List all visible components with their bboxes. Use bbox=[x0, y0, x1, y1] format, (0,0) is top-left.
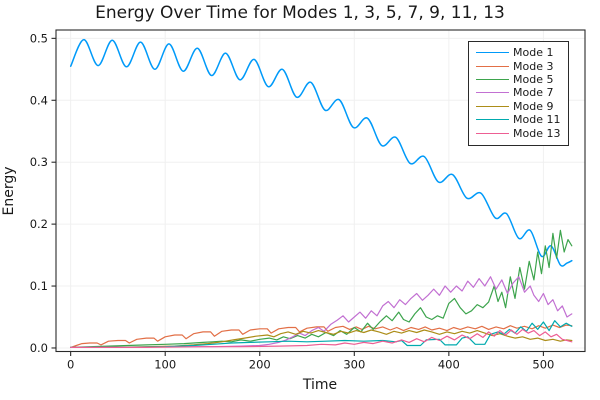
legend-entry-mode-7: Mode 7 bbox=[469, 86, 568, 99]
legend-line-swatch bbox=[476, 52, 509, 54]
legend-entry-mode-5: Mode 5 bbox=[469, 73, 568, 86]
legend-label: Mode 5 bbox=[513, 72, 554, 86]
y-tick-label: 0.1 bbox=[30, 279, 48, 293]
legend-line-swatch bbox=[476, 92, 509, 94]
legend-label: Mode 9 bbox=[513, 99, 554, 113]
series-line-mode-13 bbox=[70, 328, 573, 348]
x-tick-label: 300 bbox=[343, 358, 365, 372]
plot-frame bbox=[55, 29, 586, 353]
y-tick-label: 0.2 bbox=[30, 217, 48, 231]
y-tick-label: 0.5 bbox=[30, 31, 48, 45]
y-tick-label: 0.4 bbox=[30, 93, 48, 107]
x-tick-label: 400 bbox=[438, 358, 460, 372]
x-tick-label: 200 bbox=[249, 358, 271, 372]
x-axis-label: Time bbox=[302, 377, 338, 393]
legend-line-swatch bbox=[476, 105, 509, 107]
series-line-mode-1 bbox=[69, 38, 573, 267]
x-tick-label: 0 bbox=[67, 358, 74, 372]
x-tick-label: 500 bbox=[532, 358, 554, 372]
legend-label: Mode 11 bbox=[513, 113, 561, 127]
legend-line-swatch bbox=[476, 78, 509, 80]
series-line-mode-11 bbox=[70, 320, 573, 348]
x-tick-label: 100 bbox=[154, 358, 176, 372]
legend-entry-mode-13: Mode 13 bbox=[469, 126, 568, 140]
legend-label: Mode 7 bbox=[513, 86, 554, 100]
chart-title: Energy Over Time for Modes 1, 3, 5, 7, 9… bbox=[95, 3, 505, 23]
legend-label: Mode 13 bbox=[513, 126, 561, 140]
series-line-mode-5 bbox=[70, 229, 573, 348]
legend-label: Mode 1 bbox=[513, 46, 554, 60]
series-line-mode-9 bbox=[70, 329, 573, 348]
legend-label: Mode 3 bbox=[513, 59, 554, 73]
legend-line-swatch bbox=[476, 65, 509, 67]
legend-line-swatch bbox=[476, 132, 509, 134]
legend-entry-mode-3: Mode 3 bbox=[469, 59, 568, 73]
legend-entry-mode-9: Mode 9 bbox=[469, 100, 568, 113]
legend-entry-mode-1: Mode 1 bbox=[469, 46, 568, 59]
series-line-mode-7 bbox=[70, 276, 573, 348]
y-tick-label: 0.3 bbox=[30, 155, 48, 169]
y-tick-label: 0.0 bbox=[30, 341, 48, 355]
legend-line-swatch bbox=[476, 119, 509, 121]
y-axis-label: Energy bbox=[1, 166, 17, 216]
legend-box: Mode 1 Mode 3 Mode 5 Mode 7 Mode 9 Mode 11 Mod… bbox=[468, 41, 569, 146]
series-line-mode-3 bbox=[70, 324, 573, 348]
legend-entry-mode-11: Mode 11 bbox=[469, 113, 568, 126]
